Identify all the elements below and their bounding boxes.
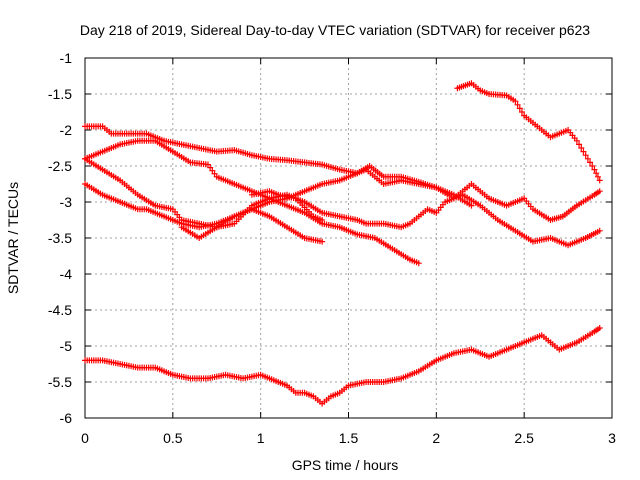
x-tick-label: 2.5 <box>514 430 534 446</box>
data-point <box>589 163 596 169</box>
x-tick-label: 3 <box>608 430 616 446</box>
data-point <box>211 170 218 177</box>
series-trace-8 <box>454 80 603 184</box>
data-point <box>516 105 523 112</box>
series-trace-7 <box>82 325 603 407</box>
data-point <box>207 164 214 171</box>
chart-title: Day 218 of 2019, Sidereal Day-to-day VTE… <box>80 22 590 38</box>
y-tick-label: -6 <box>60 410 73 426</box>
data-point <box>209 167 216 174</box>
series-trace-3 <box>82 155 603 249</box>
data-point <box>596 325 603 331</box>
x-tick-label: 2 <box>432 430 440 446</box>
x-tick-label: 1 <box>257 430 265 446</box>
data-point <box>319 217 326 223</box>
series-trace-5 <box>178 166 475 241</box>
data-point <box>596 227 603 234</box>
x-axis-label: GPS time / hours <box>292 457 399 473</box>
data-point <box>594 173 601 180</box>
data-point <box>580 148 587 155</box>
data-point <box>582 152 589 159</box>
data-point <box>319 238 326 245</box>
data-point <box>415 260 422 267</box>
data-point <box>596 177 603 184</box>
x-tick-label: 0 <box>81 430 89 446</box>
series-trace-2 <box>82 137 422 267</box>
y-tick-label: -3 <box>60 194 73 210</box>
y-tick-label: -2.5 <box>48 158 72 174</box>
y-axis-label: SDTVAR / TECUs <box>5 182 21 294</box>
data-markers <box>82 80 603 407</box>
grid-lines <box>85 58 612 418</box>
data-point <box>514 101 521 108</box>
y-tick-label: -5 <box>60 338 73 354</box>
data-point <box>518 109 525 115</box>
data-point <box>591 166 598 173</box>
data-point <box>204 161 211 168</box>
series-trace-1 <box>82 123 603 223</box>
y-tick-label: -4 <box>60 266 73 282</box>
y-tick-label: -2 <box>60 122 73 138</box>
axis-ticks: 0 0.5 1 1.5 2 2.5 3 -1 -1.5 -2 -2.5 -3 -3.5 -4 -4.5 -5 -… <box>48 50 616 446</box>
data-point <box>576 141 583 148</box>
x-tick-label: 0.5 <box>163 430 183 446</box>
data-point <box>584 155 591 162</box>
data-point <box>573 137 580 144</box>
data-point <box>596 188 603 195</box>
y-tick-label: -1 <box>60 50 73 66</box>
y-tick-label: -5.5 <box>48 374 72 390</box>
y-tick-label: -1.5 <box>48 86 72 102</box>
data-point <box>593 170 600 177</box>
data-point <box>578 145 585 151</box>
data-point <box>512 98 519 105</box>
y-tick-label: -3.5 <box>48 230 72 246</box>
y-tick-label: -4.5 <box>48 302 72 318</box>
data-point <box>587 159 594 166</box>
data-point <box>468 202 475 209</box>
series-trace-6 <box>248 188 326 223</box>
x-tick-label: 1.5 <box>339 430 359 446</box>
